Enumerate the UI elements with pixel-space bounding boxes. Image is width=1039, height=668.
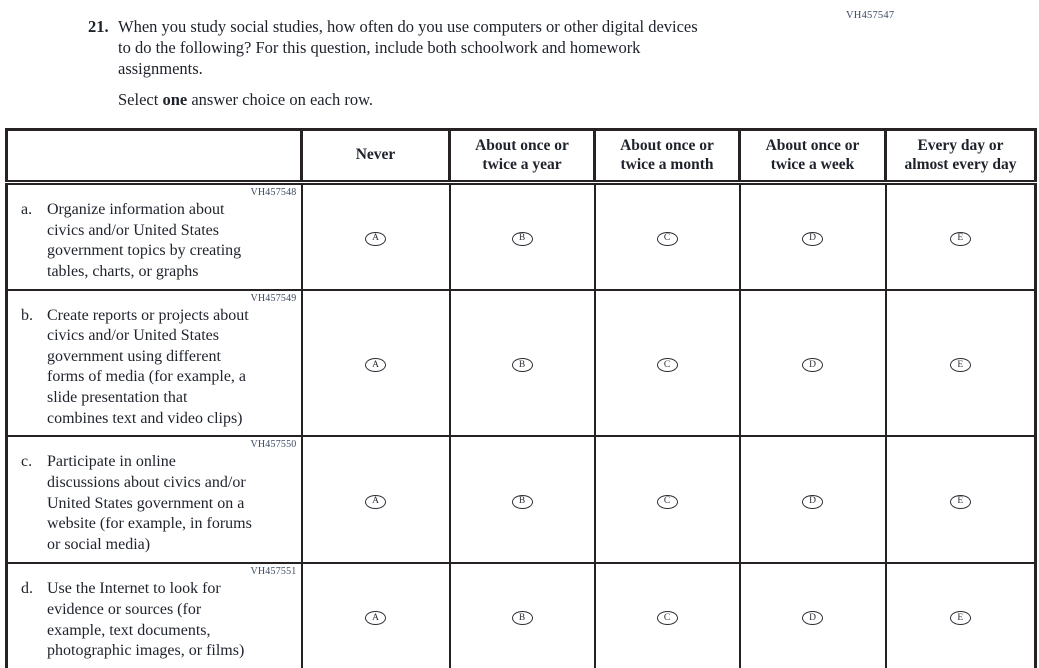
option-bubble-b[interactable]: B	[511, 358, 533, 373]
option-bubble-e[interactable]: E	[949, 611, 971, 626]
form-code: VH457547	[846, 10, 895, 21]
option-bubble-b[interactable]: B	[511, 611, 533, 626]
column-header-twice-a-week: About once or twice a week	[738, 128, 887, 185]
table-row-a: VH457548 a. Organize information about ci…	[5, 181, 1037, 291]
option-bubble-c[interactable]: C	[656, 232, 678, 247]
item-letter: a.	[21, 201, 33, 218]
item-text: Use the Internet to look for evidence or…	[47, 580, 245, 660]
item-code: VH457551	[250, 566, 297, 578]
option-bubble-c[interactable]: C	[656, 358, 678, 373]
option-bubble-a[interactable]: A	[365, 495, 386, 510]
header-stub-cell	[5, 128, 303, 185]
option-bubble-d[interactable]: D	[802, 232, 823, 247]
item-code: VH457550	[250, 439, 297, 451]
item-prompt-cell: VH457548 a. Organize information about ci…	[5, 181, 303, 291]
question-text: When you study social studies, how often…	[118, 17, 698, 79]
column-header-twice-a-month: About once or twice a month	[593, 128, 741, 185]
header-row: Never About once or twice a year About o…	[5, 128, 1037, 185]
option-bubble-b[interactable]: B	[511, 232, 533, 247]
option-bubble-e[interactable]: E	[949, 495, 971, 510]
option-bubble-e[interactable]: E	[949, 358, 971, 373]
column-header-twice-a-year: About once or twice a year	[448, 128, 596, 185]
option-bubble-e[interactable]: E	[949, 232, 971, 247]
item-text: Participate in online discussions about …	[47, 453, 252, 553]
option-bubble-b[interactable]: B	[511, 495, 533, 510]
item-prompt-cell: VH457550 c. Participate in online discuss…	[5, 435, 303, 565]
table-row-d: VH457551 d. Use the Internet to look for …	[5, 562, 1037, 668]
column-header-never: Never	[300, 128, 451, 185]
item-prompt-cell: VH457549 b. Create reports or projects ab…	[5, 288, 303, 438]
item-text: Create reports or projects about civics …	[47, 306, 249, 427]
question-number: 21.	[88, 17, 109, 36]
option-bubble-d[interactable]: D	[802, 495, 823, 510]
table-row-b: VH457549 b. Create reports or projects ab…	[5, 288, 1037, 438]
option-bubble-d[interactable]: D	[802, 358, 823, 373]
item-letter: c.	[21, 453, 33, 471]
item-letter: d.	[21, 580, 33, 598]
item-prompt-cell: VH457551 d. Use the Internet to look for …	[5, 562, 303, 668]
option-bubble-c[interactable]: C	[656, 611, 678, 626]
option-bubble-d[interactable]: D	[802, 611, 823, 626]
option-bubble-a[interactable]: A	[365, 358, 386, 373]
question-block: 21. When you study social studies, how o…	[88, 16, 848, 110]
instruction-text: Select one answer choice on each row.	[118, 90, 374, 110]
item-code: VH457548	[250, 187, 297, 198]
item-text: Organize information about civics and/or…	[47, 201, 242, 280]
option-bubble-a[interactable]: A	[365, 232, 386, 247]
table-row-c: VH457550 c. Participate in online discuss…	[5, 435, 1037, 565]
response-matrix-table: Never About once or twice a year About o…	[5, 128, 1037, 668]
option-bubble-a[interactable]: A	[365, 611, 386, 626]
item-letter: b.	[21, 306, 33, 324]
column-header-every-day: Every day or almost every day	[884, 128, 1037, 185]
item-code: VH457549	[250, 292, 297, 304]
option-bubble-c[interactable]: C	[656, 495, 678, 510]
